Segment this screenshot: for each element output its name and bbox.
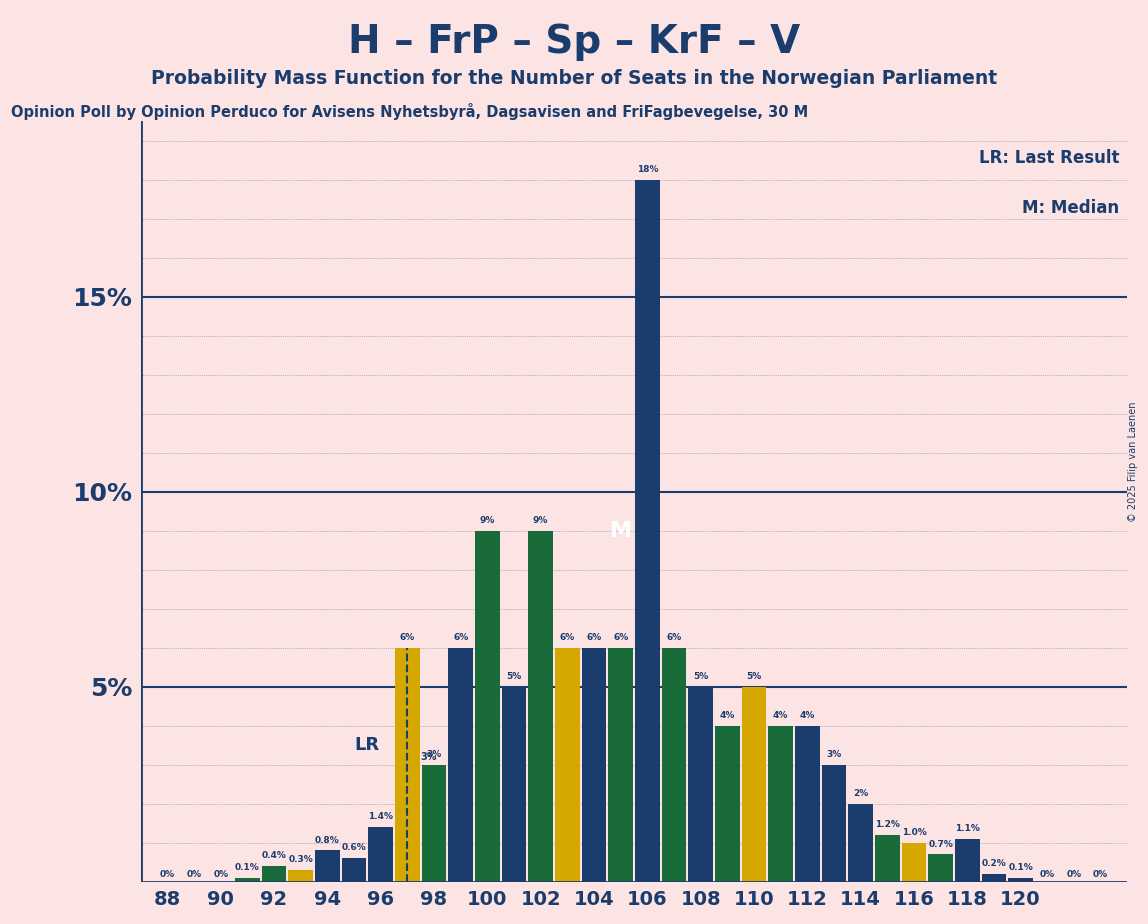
Text: 9%: 9% [533, 516, 549, 525]
Text: 0.1%: 0.1% [235, 863, 259, 872]
Text: 0%: 0% [1066, 869, 1081, 879]
Bar [929, 855, 953, 881]
Text: 4%: 4% [720, 711, 735, 720]
Text: M: Median: M: Median [1022, 200, 1119, 217]
Bar [475, 530, 499, 881]
Bar [315, 850, 340, 881]
Text: Opinion Poll by Opinion Perduco for Avisens Nyhetsbyrå, Dagsavisen and FriFagbev: Opinion Poll by Opinion Perduco for Avis… [11, 103, 808, 120]
Text: 0%: 0% [186, 869, 202, 879]
Text: 0.6%: 0.6% [342, 844, 366, 853]
Text: 4%: 4% [800, 711, 815, 720]
Bar [421, 765, 447, 881]
Bar [982, 874, 1006, 881]
Bar [395, 648, 420, 881]
Bar [608, 648, 633, 881]
Text: © 2025 Filip van Laenen: © 2025 Filip van Laenen [1128, 402, 1138, 522]
Bar [288, 870, 313, 881]
Text: 5%: 5% [746, 672, 761, 681]
Bar [689, 687, 713, 881]
Bar [901, 843, 926, 881]
Text: Probability Mass Function for the Number of Seats in the Norwegian Parliament: Probability Mass Function for the Number… [150, 69, 998, 89]
Text: 0.1%: 0.1% [1008, 863, 1033, 872]
Bar [449, 648, 473, 881]
Bar [796, 725, 820, 881]
Bar [502, 687, 526, 881]
Text: 2%: 2% [853, 789, 868, 797]
Text: 6%: 6% [453, 633, 468, 642]
Text: 1.2%: 1.2% [875, 820, 900, 829]
Bar [342, 858, 366, 881]
Bar [556, 648, 580, 881]
Text: 0.7%: 0.7% [929, 840, 953, 848]
Text: 0.8%: 0.8% [315, 835, 340, 845]
Text: 9%: 9% [480, 516, 495, 525]
Text: 0%: 0% [160, 869, 174, 879]
Text: 1.0%: 1.0% [901, 828, 926, 837]
Bar [661, 648, 687, 881]
Text: 6%: 6% [666, 633, 682, 642]
Text: LR: LR [354, 736, 379, 754]
Text: 0%: 0% [1040, 869, 1055, 879]
Bar [822, 765, 846, 881]
Text: M: M [610, 521, 631, 541]
Bar [235, 878, 259, 881]
Bar [582, 648, 606, 881]
Text: 4%: 4% [773, 711, 789, 720]
Text: 5%: 5% [693, 672, 708, 681]
Bar [635, 180, 660, 881]
Text: 0.2%: 0.2% [982, 859, 1007, 868]
Bar [768, 725, 793, 881]
Bar [742, 687, 766, 881]
Bar [848, 804, 872, 881]
Text: 1.1%: 1.1% [955, 824, 979, 833]
Bar [875, 835, 900, 881]
Bar [715, 725, 739, 881]
Text: 6%: 6% [613, 633, 628, 642]
Text: LR: Last Result: LR: Last Result [979, 149, 1119, 166]
Text: 1.4%: 1.4% [369, 812, 394, 821]
Text: 6%: 6% [560, 633, 575, 642]
Bar [955, 839, 979, 881]
Text: 3%: 3% [420, 752, 437, 762]
Bar [369, 827, 393, 881]
Text: 0%: 0% [214, 869, 228, 879]
Text: 3%: 3% [426, 750, 442, 759]
Text: 0.4%: 0.4% [262, 851, 287, 860]
Text: H – FrP – Sp – KrF – V: H – FrP – Sp – KrF – V [348, 23, 800, 61]
Bar [262, 866, 286, 881]
Text: 0.3%: 0.3% [288, 855, 313, 864]
Text: 6%: 6% [587, 633, 602, 642]
Text: 18%: 18% [637, 164, 658, 174]
Text: 0%: 0% [1093, 869, 1108, 879]
Text: 6%: 6% [400, 633, 414, 642]
Bar [528, 530, 553, 881]
Text: 3%: 3% [827, 750, 841, 759]
Text: 5%: 5% [506, 672, 521, 681]
Bar [1008, 878, 1033, 881]
